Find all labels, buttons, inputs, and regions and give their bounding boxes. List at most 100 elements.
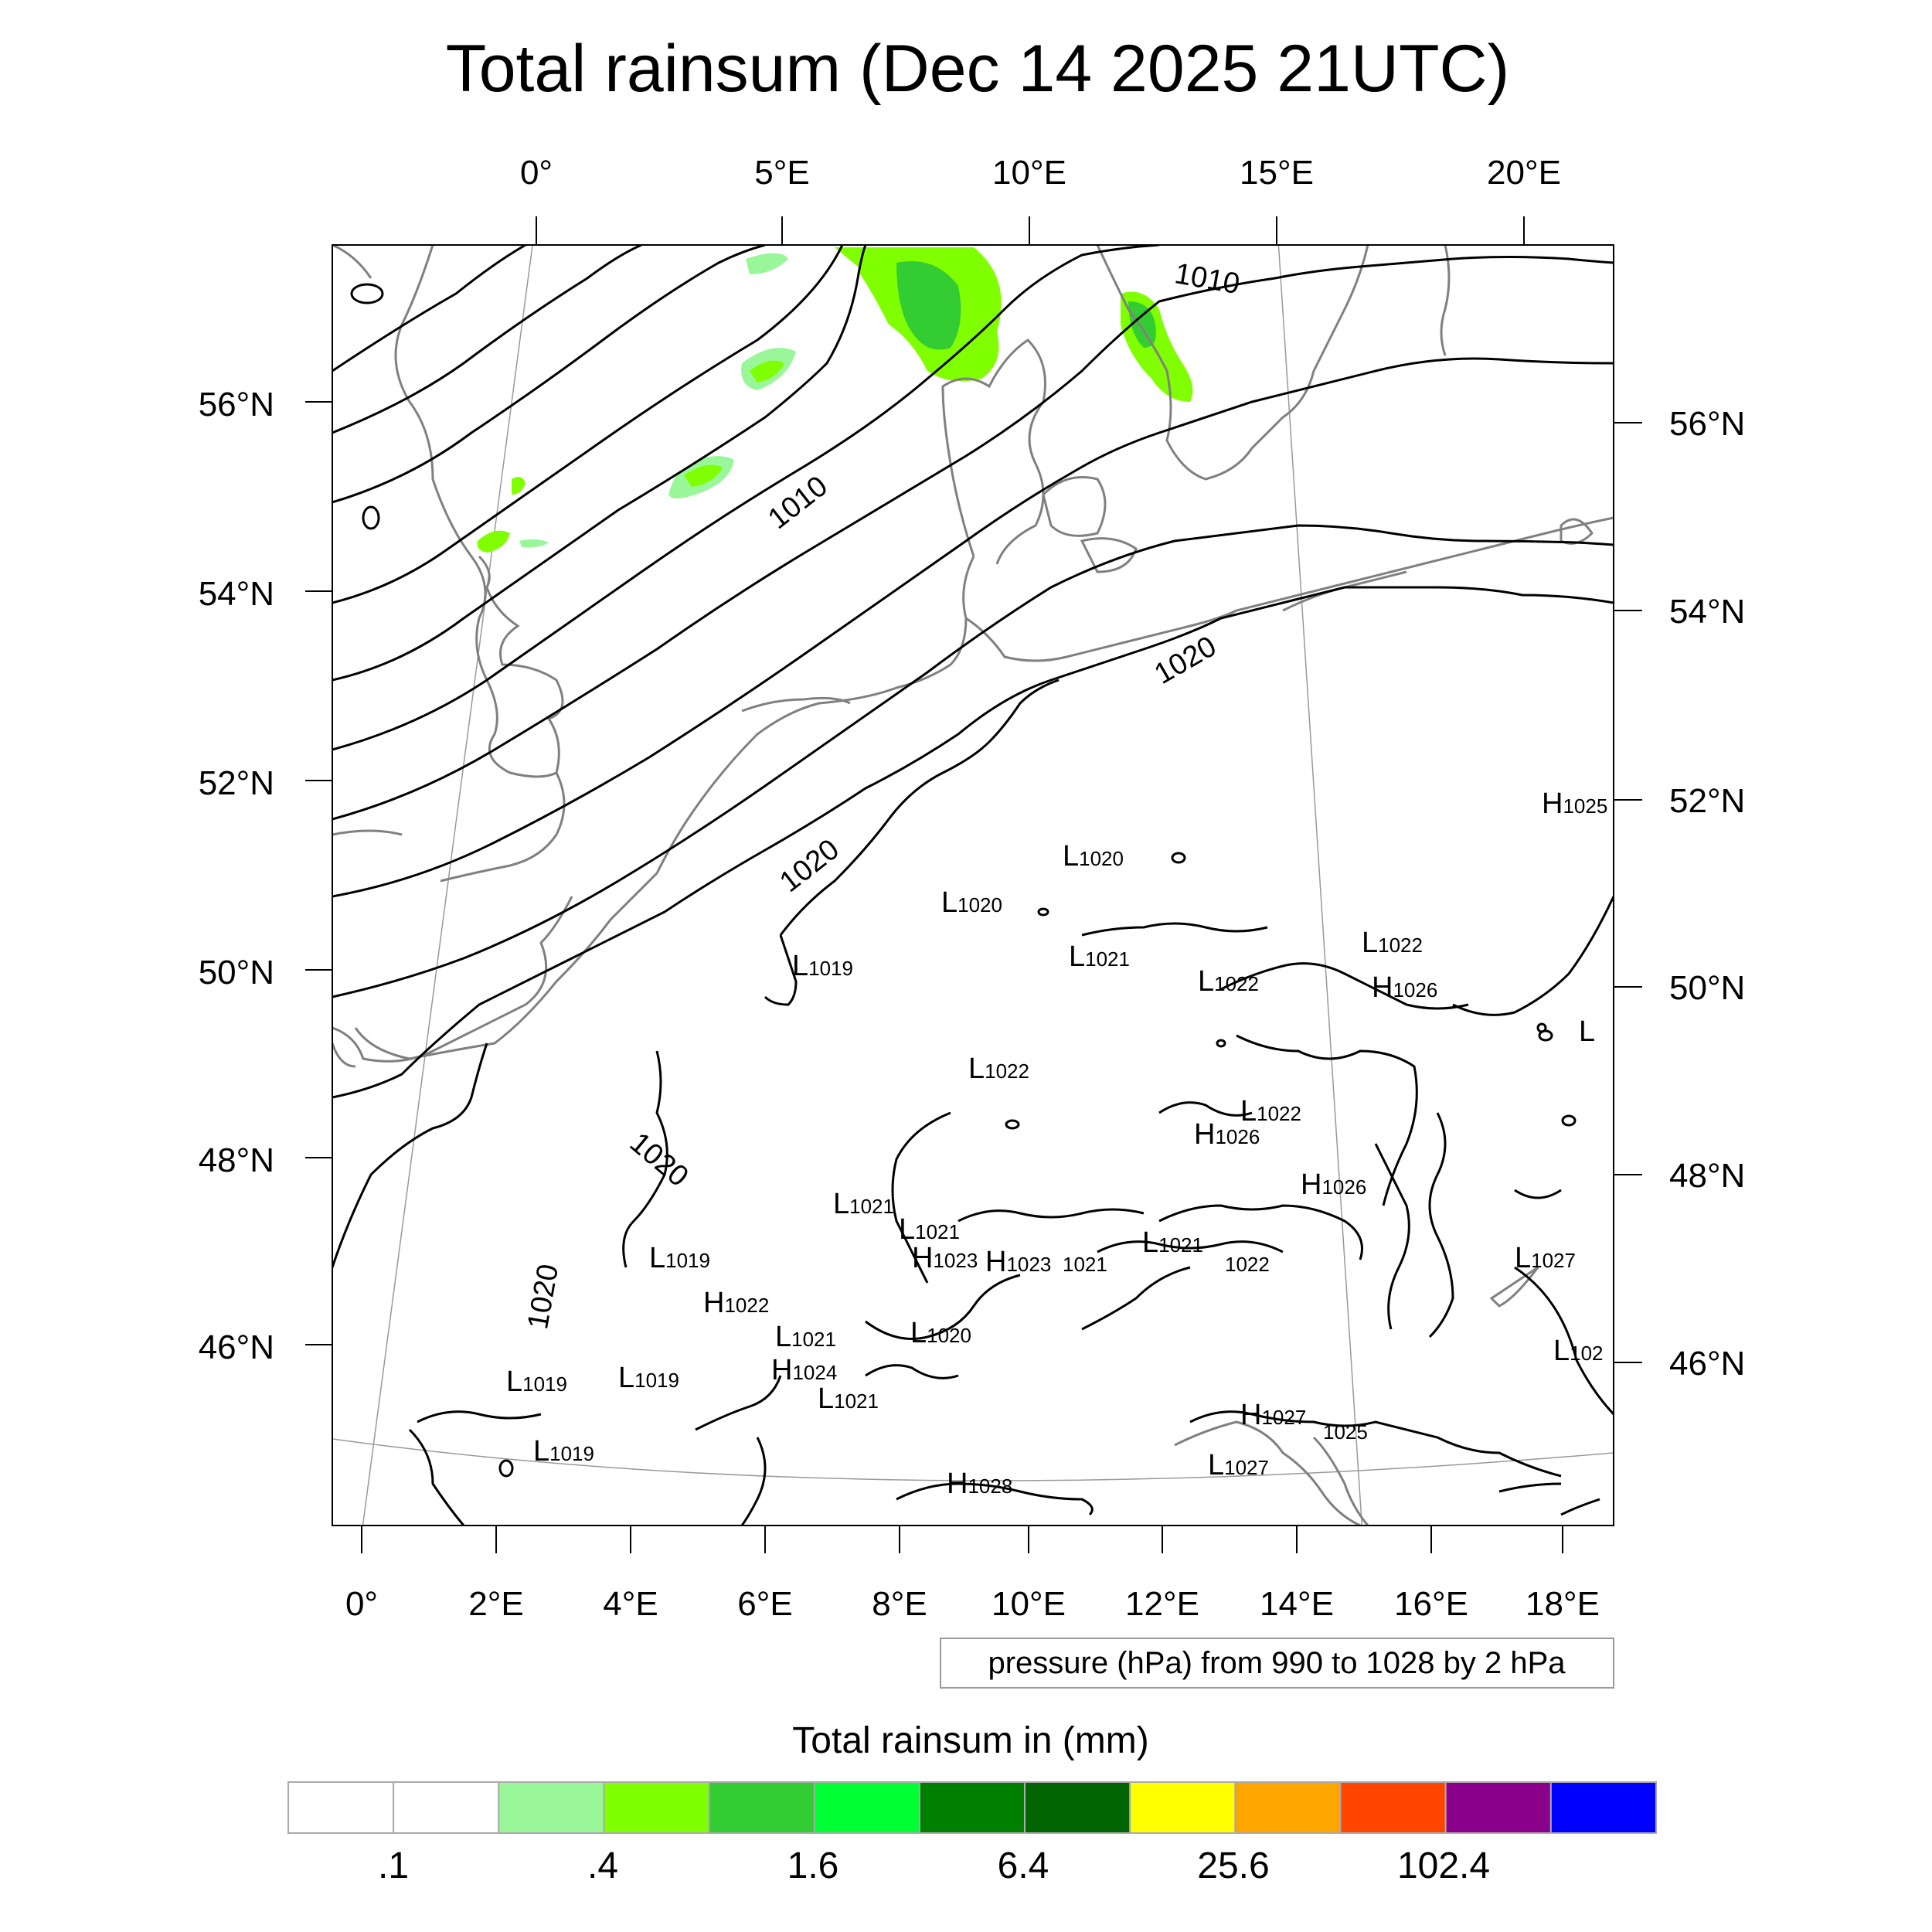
left-latitude-axis: 56°N 54°N 52°N 50°N 48°N 46°N — [199, 386, 332, 1366]
colorbar-box — [1444, 1781, 1552, 1834]
bottom-lon-label: 8°E — [872, 1585, 927, 1623]
bottom-longitude-axis: 0° 2°E 4°E 6°E 8°E 10°E 12°E 14°E 16°E 1… — [345, 1526, 1600, 1623]
bottom-lon-label: 18°E — [1526, 1585, 1600, 1623]
colorbar-box — [1549, 1781, 1658, 1834]
colorbar-box — [813, 1781, 920, 1834]
pressure-center: L102 — [1553, 1335, 1604, 1367]
bottom-lon-label: 14°E — [1260, 1585, 1334, 1623]
contour-info-box: pressure (hPa) from 990 to 1028 by 2 hPa — [940, 1638, 1614, 1689]
colorbar-box — [1339, 1781, 1447, 1834]
pressure-center: L1021 — [1069, 940, 1130, 973]
colorbar-title: Total rainsum in (mm) — [792, 1720, 1148, 1761]
pressure-center: L1022 — [1198, 965, 1259, 998]
pressure-center: L1022 — [1240, 1095, 1301, 1128]
right-lat-label: 50°N — [1669, 969, 1745, 1007]
isobar-label: 1020 — [1149, 630, 1222, 691]
pressure-center: L1020 — [1063, 840, 1124, 872]
colorbar-tick-label: .1 — [378, 1845, 409, 1886]
bottom-lon-label: 16°E — [1394, 1585, 1468, 1623]
colorbar-box — [498, 1781, 605, 1834]
pressure-center: L1022 — [968, 1053, 1029, 1085]
graticule — [332, 245, 1614, 1526]
left-lat-label: 48°N — [199, 1141, 274, 1179]
pressure-center: L1019 — [506, 1366, 567, 1398]
pressure-center: 1022 — [1225, 1253, 1270, 1276]
pressure-center: L1021 — [1142, 1226, 1203, 1259]
pressure-centers: H1025 L1020 L1020 L1021 L1022 L1022 H102… — [506, 787, 1607, 1500]
contour-info-text: pressure (hPa) from 990 to 1028 by 2 hPa — [988, 1646, 1566, 1680]
colorbar-box — [708, 1781, 815, 1834]
pressure-center: L1020 — [910, 1317, 971, 1349]
top-lon-label: 10°E — [992, 154, 1066, 192]
isobar-labels: 1010 1010 1020 1020 1020 1020 — [522, 257, 1242, 1332]
right-lat-label: 46°N — [1669, 1345, 1745, 1383]
right-latitude-axis: 56°N 54°N 52°N 50°N 48°N 46°N — [1614, 405, 1745, 1383]
top-lon-label: 5°E — [754, 154, 809, 192]
colorbar-box — [603, 1781, 710, 1834]
map-area: 1010 1010 1020 1020 1020 1020 H1025 L102… — [332, 245, 1614, 1526]
coastlines — [332, 245, 1614, 1526]
left-lat-label: 52°N — [199, 764, 274, 802]
precipitation-areas — [477, 247, 1193, 553]
small-isobar-loops — [350, 283, 1577, 1478]
left-lat-label: 54°N — [199, 575, 274, 613]
pressure-center: L1019 — [649, 1242, 710, 1274]
colorbar-box — [287, 1781, 395, 1834]
bottom-lon-label: 12°E — [1125, 1585, 1199, 1623]
colorbar-box — [1129, 1781, 1236, 1834]
right-lat-label: 54°N — [1669, 593, 1745, 631]
pressure-center: H1026 — [1194, 1118, 1260, 1151]
pressure-center: L1019 — [533, 1435, 594, 1468]
colorbar-tick-labels: .1 .4 1.6 6.4 25.6 102.4 — [378, 1845, 1490, 1886]
colorbar-tick-label: 6.4 — [998, 1845, 1049, 1886]
colorbar — [287, 1781, 1658, 1834]
pressure-center: H1022 — [703, 1287, 769, 1319]
left-lat-label: 50°N — [199, 954, 274, 992]
pressure-center: L1021 — [775, 1321, 836, 1353]
pressure-center: H1027 — [1240, 1399, 1306, 1431]
right-lat-label: 48°N — [1669, 1157, 1745, 1195]
colorbar-box — [918, 1781, 1026, 1834]
isobar-label: 1010 — [762, 470, 833, 536]
bottom-lon-label: 2°E — [468, 1585, 523, 1623]
colorbar-tick-label: 25.6 — [1197, 1845, 1269, 1886]
pressure-center: H1025 — [1542, 787, 1607, 820]
bottom-lon-label: 4°E — [603, 1585, 658, 1623]
map-frame — [332, 244, 1614, 1526]
top-longitude-axis: 0° 5°E 10°E 15°E 20°E — [520, 154, 1561, 245]
colorbar-box — [1024, 1781, 1131, 1834]
isobars — [332, 245, 1614, 1526]
isobar-label: 1010 — [1172, 257, 1243, 301]
pressure-center: L1022 — [1362, 927, 1423, 959]
colorbar-box — [1234, 1781, 1342, 1834]
pressure-center: L1021 — [818, 1383, 879, 1415]
pressure-center: L1019 — [618, 1362, 679, 1394]
left-lat-label: 56°N — [199, 386, 274, 423]
pressure-center: H1028 — [947, 1468, 1012, 1500]
top-lon-label: 20°E — [1487, 154, 1561, 192]
pressure-center: H1026 — [1301, 1168, 1366, 1201]
bottom-lon-label: 6°E — [737, 1585, 792, 1623]
isobar-label: 1020 — [522, 1262, 565, 1332]
bottom-lon-label: 10°E — [992, 1585, 1066, 1623]
pressure-center: 1021 — [1063, 1253, 1107, 1276]
pressure-center: H1023 — [912, 1242, 978, 1274]
pressure-center: H1023 — [985, 1246, 1051, 1278]
colorbar-tick-label: 1.6 — [787, 1845, 839, 1886]
bottom-lon-label: 0° — [345, 1585, 378, 1623]
pressure-center: L1027 — [1515, 1242, 1576, 1274]
colorbar-box — [393, 1781, 500, 1834]
colorbar-tick-label: 102.4 — [1397, 1845, 1490, 1886]
pressure-center: L1020 — [941, 886, 1002, 919]
right-lat-label: 52°N — [1669, 782, 1745, 820]
left-lat-label: 46°N — [199, 1328, 274, 1366]
pressure-center: L — [1579, 1015, 1595, 1048]
top-lon-label: 0° — [520, 154, 553, 192]
isobar-label: 1020 — [774, 833, 845, 899]
pressure-center: L1021 — [899, 1213, 960, 1246]
pressure-center: L1019 — [792, 950, 853, 982]
pressure-center: 1025 — [1323, 1420, 1368, 1444]
pressure-center: H1024 — [771, 1354, 837, 1386]
pressure-center: H1026 — [1372, 971, 1437, 1004]
